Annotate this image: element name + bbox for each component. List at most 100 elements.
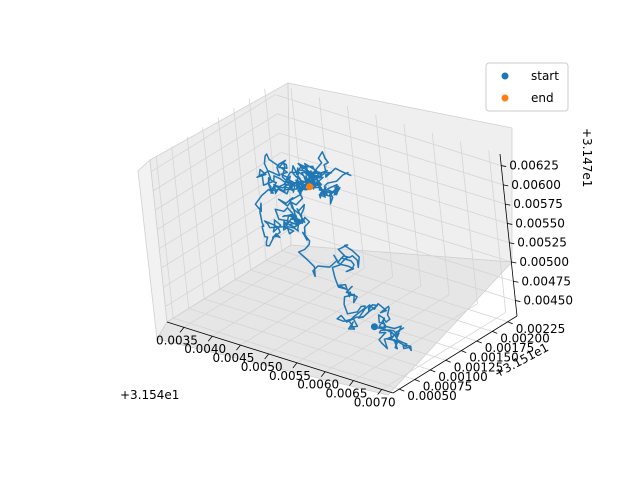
y-tick-mark [430,369,436,373]
z-grid-line [279,132,506,205]
z-grid-line-left [161,190,286,269]
axes: 0.00350.00400.00450.00500.00550.00600.00… [156,153,573,409]
y-axis-line [392,315,518,394]
x-grid-line [240,267,365,346]
y-tick-mark [492,331,498,334]
trajectory [254,151,412,352]
z-tick-mark [503,184,509,187]
z-grid-line [287,209,514,282]
z-tick-label: 0.00625 [509,159,559,173]
x-grid-line [353,303,478,381]
z-tick-label: 0.00550 [515,216,565,230]
y-tick-mark [461,350,467,354]
z-tick-mark [513,280,519,283]
legend-start-label: start [531,69,559,83]
y-grid-line [219,288,446,361]
y-tick-mark [414,379,420,382]
z-grid-line [277,113,504,186]
y-tick-label: 0.00200 [500,331,550,345]
z-grid-line [289,229,516,301]
y-tick-mark [445,359,451,363]
x-tick-label: 0.0045 [212,351,254,365]
x-tick-mark [207,335,213,342]
z-grid-line-left [153,113,278,192]
y-grid-line [266,260,493,332]
y-tick-label: 0.00225 [516,322,566,336]
x-grid-line-back [403,123,422,286]
y-grid-line-back [233,107,252,271]
x-grid-line [381,312,506,390]
z-axis-line [499,153,518,317]
x-grid-line-back [488,150,507,313]
x-grid-line [268,276,393,355]
x-grid-line [183,249,309,328]
x-tick-mark [264,353,270,360]
x-grid-line [296,285,422,364]
x-grid-line-back [347,106,365,269]
y-tick-label: 0.00075 [423,380,473,394]
x-grid-line-back [431,132,450,295]
x-tick-mark [349,380,354,386]
z-grid-line [275,94,502,166]
z-tick-label: 0.00450 [523,294,573,308]
y-grid-line-back [186,136,205,299]
y-tick-label: 0.00050 [407,389,457,403]
x-grid-line-back [460,141,478,304]
z-tick-label: 0.00500 [519,255,569,269]
x-offset-label: +3.154e1 [120,388,179,402]
x-tick-mark [377,389,383,395]
y-grid-line-back [171,146,190,309]
legend-end-marker [501,94,509,102]
x-tick-label: 0.0050 [241,360,283,374]
x-tick-label: 0.0055 [269,369,311,383]
x-grid-line [324,294,450,373]
y-grid-line-back [155,156,174,319]
x-tick-mark [179,327,185,333]
legend-start-marker [501,72,509,80]
x-tick-mark [292,362,298,369]
x-tick-label: 0.0060 [297,378,339,392]
y-tick-mark [399,388,405,392]
z-tick-mark [509,242,515,245]
z-grid-line-left [165,229,290,307]
y-tick-label: 0.00175 [485,341,535,355]
z-tick-mark [515,300,521,302]
z-grid-line-left [159,171,284,250]
z-tick-label: 0.00475 [521,274,571,288]
trajectory-line [254,151,412,352]
z-tick-label: 0.00525 [517,236,567,250]
y-grid-line [204,298,431,371]
y-grid-line [235,279,462,352]
x-grid-line-back [375,114,394,277]
z-grid-line-left [155,132,280,211]
z-tick-mark [511,261,517,264]
z-grid-line [281,152,508,224]
y-grid-line-back [217,117,236,280]
y-grid-line [281,250,508,323]
x-tick-mark [236,344,241,351]
y-tick-mark [476,340,482,344]
y-tick-label: 0.00150 [469,351,519,365]
z-grid-line-left [157,152,282,230]
z-tick-mark [501,165,507,167]
y-grid-line-back [202,127,221,290]
z-offset-label: +3.147e1 [580,128,594,187]
z-tick-label: 0.00575 [513,197,563,211]
legend: start end [485,62,569,112]
y-tick-mark [507,321,513,325]
z-tick-mark [507,223,513,225]
y-tick-label: 0.00125 [454,360,504,374]
x-grid-line-back [318,97,337,260]
x-axis-line [166,321,394,394]
legend-end-label: end [531,91,554,105]
y-grid-line [188,308,415,380]
x-tick-label: 0.0065 [325,387,367,401]
x-tick-label: 0.0070 [354,395,396,409]
x-tick-label: 0.0035 [156,333,198,347]
y-tick-label: 0.00100 [438,370,488,384]
y-grid-line [173,317,400,390]
z-grid-line [285,190,512,263]
start-marker [370,323,378,331]
x-tick-mark [320,371,326,377]
